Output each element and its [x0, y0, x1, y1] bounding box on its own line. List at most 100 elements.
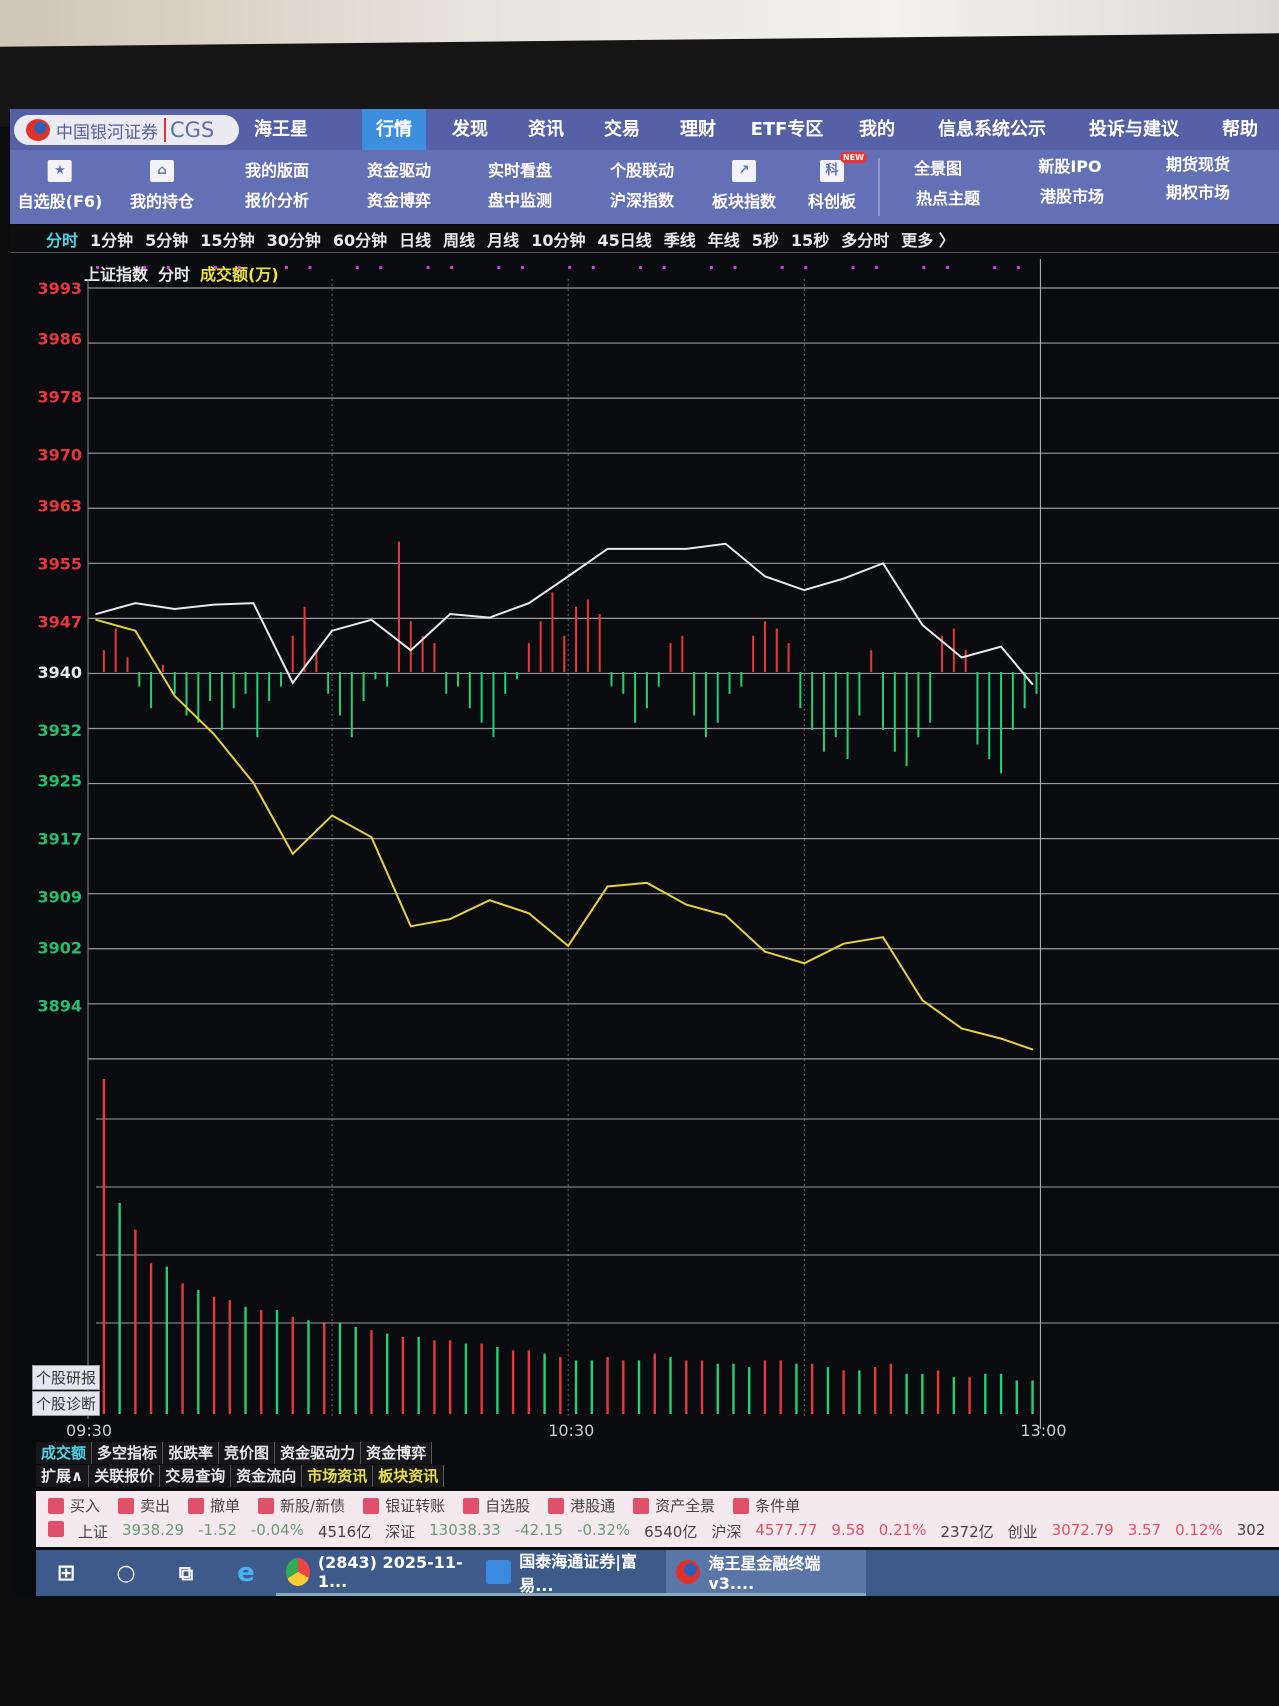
trading-app-window: 中国银河证券 CGS 海王星 行情 发现 资讯 交易 理财 ETF专区 我的 信… [10, 109, 1279, 1597]
period-tab[interactable]: 1分钟 [90, 230, 134, 250]
my-layout-button[interactable]: 我的版面 [244, 161, 310, 180]
ie-browser-icon[interactable]: e [237, 1558, 255, 1588]
task-view-icon[interactable]: ⧉ [178, 1561, 194, 1585]
period-tab[interactable]: 更多 〉 [901, 230, 955, 250]
indicator-tab[interactable]: 资金驱动力 [275, 1442, 362, 1464]
nav-item-disclosure[interactable]: 信息系统公示 [938, 119, 1046, 140]
nav-item-help[interactable]: 帮助 [1222, 119, 1258, 140]
taskbar-app-haiwangxing[interactable]: 海王星金融终端v3.... [666, 1550, 866, 1596]
stock-diagnosis-button[interactable]: 个股诊断 [32, 1391, 100, 1416]
info-tab[interactable]: 资金流向 [231, 1465, 303, 1487]
action-button[interactable]: 新股/新债 [258, 1495, 345, 1516]
signal-dot [709, 266, 713, 269]
lead-line-point [803, 962, 806, 965]
taskbar-app-label: (2843) 2025-11-1... [317, 1552, 463, 1591]
signal-dot [237, 266, 241, 269]
taskbar-app-guotai[interactable]: 国泰海通证券|富易... [476, 1550, 666, 1596]
action-button[interactable]: 撤单 [188, 1495, 240, 1516]
action-button[interactable]: 港股通 [548, 1495, 615, 1516]
stock-research-button[interactable]: 个股研报 [32, 1365, 100, 1390]
nav-item-wealth[interactable]: 理财 [680, 119, 716, 140]
panorama-button[interactable]: 全景图 [913, 159, 963, 178]
y-tick-label: 3902 [37, 938, 82, 957]
action-button[interactable]: 条件单 [733, 1495, 800, 1516]
signal-dot [922, 266, 926, 269]
action-button[interactable]: 资产全景 [633, 1495, 715, 1516]
period-tab[interactable]: 5秒 [751, 230, 779, 250]
info-tab[interactable]: 板块资讯 [373, 1465, 445, 1487]
info-tab[interactable]: 扩展∧ [36, 1465, 90, 1487]
ipo-button[interactable]: 新股IPO [1038, 157, 1102, 176]
star-market-button[interactable]: 科 NEW 科创板 [808, 152, 867, 212]
fund-game-button[interactable]: 资金博弈 [366, 191, 432, 210]
indicator-tab[interactable]: 张跌率 [163, 1442, 220, 1464]
indicator-tab[interactable]: 多空指标 [92, 1442, 164, 1464]
price-line-point [449, 613, 451, 615]
period-tab[interactable]: 日线 [399, 230, 432, 250]
indicator-tab[interactable]: 竞价图 [219, 1442, 276, 1464]
info-tab[interactable]: 关联报价 [89, 1465, 161, 1487]
search-circle-icon[interactable]: ○ [116, 1560, 136, 1586]
quote-analysis-button[interactable]: 报价分析 [244, 191, 310, 210]
lead-line-point [1000, 1037, 1002, 1040]
nav-item-etf[interactable]: ETF专区 [750, 119, 824, 140]
windows-start-icon[interactable]: ⊞ [56, 1560, 76, 1586]
nav-item-trade[interactable]: 交易 [604, 119, 640, 140]
period-tab[interactable]: 5分钟 [145, 230, 189, 250]
signal-dot [143, 266, 147, 269]
live-watch-button[interactable]: 实时看盘 [487, 161, 553, 180]
nav-item-feedback[interactable]: 投诉与建议 [1089, 119, 1179, 140]
period-tab[interactable]: 分时 [46, 230, 79, 250]
lead-line-point [410, 925, 412, 928]
nav-item-mine[interactable]: 我的 [859, 119, 895, 140]
indicator-tab[interactable]: 资金博弈 [361, 1442, 433, 1464]
sector-index-button[interactable]: ↗ 板块指数 [712, 160, 776, 212]
period-tab[interactable]: 周线 [443, 230, 476, 250]
price-line-point [803, 589, 806, 591]
price-line-point [882, 562, 884, 565]
hk-market-button[interactable]: 港股市场 [1039, 187, 1105, 206]
action-button[interactable]: 自选股 [463, 1495, 530, 1516]
nav-item-market[interactable]: 行情 [362, 109, 426, 150]
lead-line-point [606, 885, 609, 888]
period-tab[interactable]: 45日线 [597, 230, 652, 250]
trend-chart-icon: ↗ [731, 160, 756, 182]
taskbar-app-chrome[interactable]: (2843) 2025-11-1... [276, 1550, 476, 1596]
hot-topics-button[interactable]: 热点主题 [915, 189, 981, 208]
intraday-chart[interactable]: 3993 3986 3978 3970 3963 3955 3947 3940 3932 3925… [10, 109, 1279, 1449]
period-tab[interactable]: 15分钟 [200, 230, 255, 250]
index-button[interactable]: 沪深指数 [609, 191, 675, 210]
x-tick-label: 09:30 [66, 1421, 112, 1440]
period-tab[interactable]: 30分钟 [266, 230, 321, 250]
holdings-button[interactable]: ⌂ 我的持仓 [130, 160, 194, 212]
price-line-point [331, 629, 333, 632]
intraday-monitor-button[interactable]: 盘中监测 [487, 191, 553, 210]
period-tab[interactable]: 月线 [487, 230, 520, 250]
period-tab[interactable]: 10分钟 [531, 230, 586, 250]
nav-item-discover[interactable]: 发现 [452, 119, 488, 140]
info-tab[interactable]: 市场资讯 [302, 1465, 374, 1487]
nav-item-news[interactable]: 资讯 [528, 119, 564, 140]
action-button[interactable]: 银证转账 [363, 1495, 445, 1516]
period-tab[interactable]: 15秒 [790, 230, 830, 250]
price-line-point [291, 682, 294, 684]
period-tab[interactable]: 60分钟 [332, 230, 388, 250]
stock-link-button[interactable]: 个股联动 [609, 161, 675, 180]
lead-line-point [173, 695, 176, 697]
period-tab[interactable]: 季线 [663, 230, 696, 250]
action-button[interactable]: 卖出 [118, 1495, 170, 1516]
futures-button[interactable]: 期货现货 [1165, 155, 1231, 174]
toolbar: ★ 自选股(F6) ⌂ 我的持仓 我的版面 报价分析 资金驱动 资金博弈 实时看盘 … [10, 150, 1279, 224]
options-button[interactable]: 期权市场 [1165, 183, 1231, 202]
period-tab[interactable]: 年线 [707, 230, 740, 250]
fund-drive-button[interactable]: 资金驱动 [366, 161, 432, 180]
indicator-tab[interactable]: 成交额 [36, 1442, 93, 1464]
action-label: 卖出 [140, 1497, 171, 1515]
action-button[interactable]: 买入 [48, 1495, 100, 1516]
watchlist-button[interactable]: ★ 自选股(F6) [18, 160, 102, 212]
brand-logo[interactable]: 中国银河证券 CGS [14, 115, 239, 145]
ticker-amount: 4516亿 [317, 1523, 372, 1541]
ticker-amount: 2372亿 [940, 1523, 994, 1541]
info-tab[interactable]: 交易查询 [160, 1465, 232, 1487]
period-tab[interactable]: 多分时 [841, 230, 890, 250]
